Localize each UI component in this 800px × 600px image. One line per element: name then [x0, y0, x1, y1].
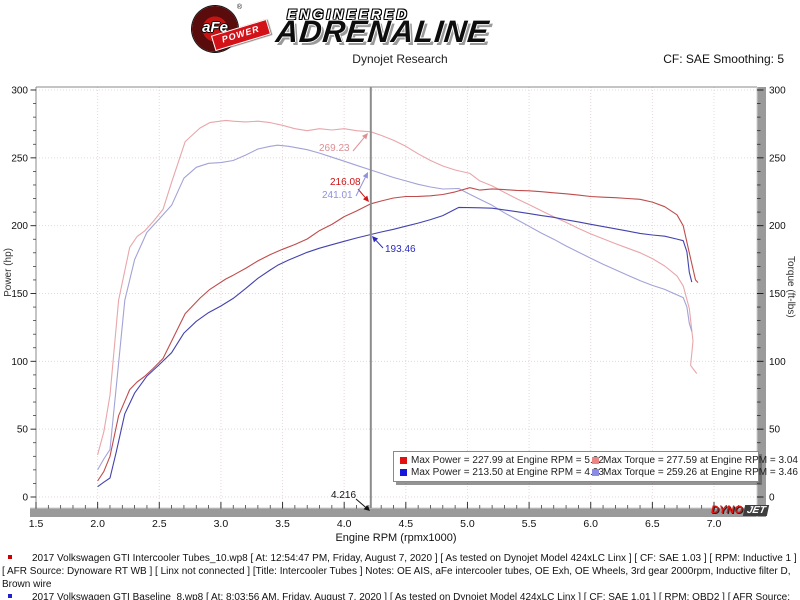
run-text: 2017 Volkswagen GTI Intercooler Tubes_10… [2, 553, 797, 590]
y-tick-label-left: 0 [22, 493, 28, 504]
correction-factor-label: CF: SAE Smoothing: 5 [663, 52, 784, 66]
x-axis-title: Engine RPM (rpmx1000) [335, 532, 457, 544]
x-tick-label: 7.0 [707, 518, 722, 530]
y-tick-label-left: 300 [11, 85, 28, 96]
y-tick-label-right: 0 [769, 493, 775, 504]
legend-swatch-blue [400, 469, 407, 476]
legend-text: Max Torque = 259.26 at Engine RPM = 3.46 [603, 467, 798, 478]
run-info-intercooler: 2017 Volkswagen GTI Intercooler Tubes_10… [2, 552, 797, 591]
x-tick-label: 6.0 [583, 518, 598, 530]
readout-arrow-3 [375, 240, 384, 249]
y-tick-label-right: 150 [769, 289, 786, 300]
legend-text: Max Power = 213.50 at Engine RPM = 4.93 [411, 467, 604, 478]
chart-title: Dynojet Research [352, 52, 448, 66]
power-readout-baseline: 193.46 [385, 244, 416, 255]
cursor-rpm-label: 4.216 [331, 490, 357, 501]
y-tick-label-left: 200 [11, 221, 28, 232]
readout-arrow-2 [355, 177, 366, 197]
y-axis-right-title: Torque (ft-lbs) [785, 256, 796, 318]
readout-arrow-0-head [362, 133, 368, 140]
legend-entry-max-power-intercooler: Max Power = 227.99 at Engine RPM = 5.02 [400, 455, 604, 466]
curve-baseline-power [97, 206, 693, 488]
y-tick-label-left: 100 [11, 357, 28, 368]
torque-readout-intercooler: 269.23 [319, 143, 350, 154]
y-tick-label-right: 300 [769, 85, 786, 96]
x-tick-label: 1.5 [29, 518, 44, 530]
legend-swatch-pink [592, 457, 599, 464]
y-axis-bar-right [757, 87, 766, 517]
legend-entry-max-torque-baseline: Max Torque = 259.26 at Engine RPM = 3.46 [592, 467, 798, 478]
torque-readout-baseline: 241.01 [322, 190, 353, 201]
readout-arrow-2-head [362, 172, 368, 179]
run-bullet-blue [8, 594, 12, 598]
legend-swatch-lightblue [592, 469, 599, 476]
x-tick-label: 3.5 [275, 518, 290, 530]
curve-intercooler-tubes-power [97, 187, 699, 482]
legend-box: Max Power = 227.99 at Engine RPM = 5.02 … [393, 451, 798, 482]
dynojet-logo-jet: JET [742, 504, 770, 516]
readout-arrow-1-head [362, 195, 369, 202]
y-tick-label-left: 250 [11, 153, 28, 164]
x-tick-label: 2.5 [152, 518, 167, 530]
x-axis-bar [30, 508, 766, 517]
run-info-footer: 2017 Volkswagen GTI Intercooler Tubes_10… [2, 552, 797, 600]
registered-mark: ® [236, 4, 242, 11]
dynojet-logo-dyno: DYNO [711, 504, 743, 516]
legend-entry-max-torque-intercooler: Max Torque = 277.59 at Engine RPM = 3.04 [592, 455, 798, 466]
x-tick-label: 4.5 [399, 518, 414, 530]
y-tick-label-right: 200 [769, 221, 786, 232]
brand-engineered-text: ENGINEERED [287, 6, 410, 22]
y-tick-label-left: 50 [17, 425, 29, 436]
cursor-arrow [355, 498, 366, 508]
run-text: 2017 Volkswagen GTI Baseline_8.wp8 [ At:… [32, 592, 790, 600]
legend-swatch-red [400, 457, 407, 464]
legend-text: Max Torque = 277.59 at Engine RPM = 3.04 [603, 455, 798, 466]
y-tick-label-right: 250 [769, 153, 786, 164]
run-info-baseline: 2017 Volkswagen GTI Baseline_8.wp8 [ At:… [2, 591, 797, 600]
x-tick-label: 4.0 [337, 518, 352, 530]
curve-intercooler-tubes-torque [97, 119, 698, 456]
y-tick-label-right: 50 [769, 425, 781, 436]
x-tick-label: 5.5 [522, 518, 537, 530]
run-bullet-red [8, 555, 12, 559]
readout-arrow-0 [352, 137, 365, 152]
y-tick-label-right: 100 [769, 357, 786, 368]
readout-arrow-3-head [372, 236, 379, 243]
dyno-plot: 1.5 2.0 2.5 3.0 3.5 4.0 4.5 5.0 5.5 6.0 6.5 7.0 0 0 50… [11, 85, 786, 530]
x-tick-label: 6.5 [645, 518, 660, 530]
dynojet-logo: DYNO JET [711, 504, 770, 516]
legend-entry-max-power-baseline: Max Power = 213.50 at Engine RPM = 4.93 [400, 467, 604, 478]
legend-text: Max Power = 227.99 at Engine RPM = 5.02 [411, 455, 604, 466]
y-tick-label-left: 150 [11, 289, 28, 300]
power-readout-intercooler: 216.08 [330, 177, 361, 188]
curve-baseline-torque [97, 144, 693, 471]
x-tick-label: 3.0 [214, 518, 229, 530]
x-tick-label: 2.0 [90, 518, 105, 530]
cursor-arrow-head [363, 504, 370, 511]
y-axis-left-title: Power (hp) [3, 248, 14, 297]
x-tick-label: 5.0 [460, 518, 475, 530]
